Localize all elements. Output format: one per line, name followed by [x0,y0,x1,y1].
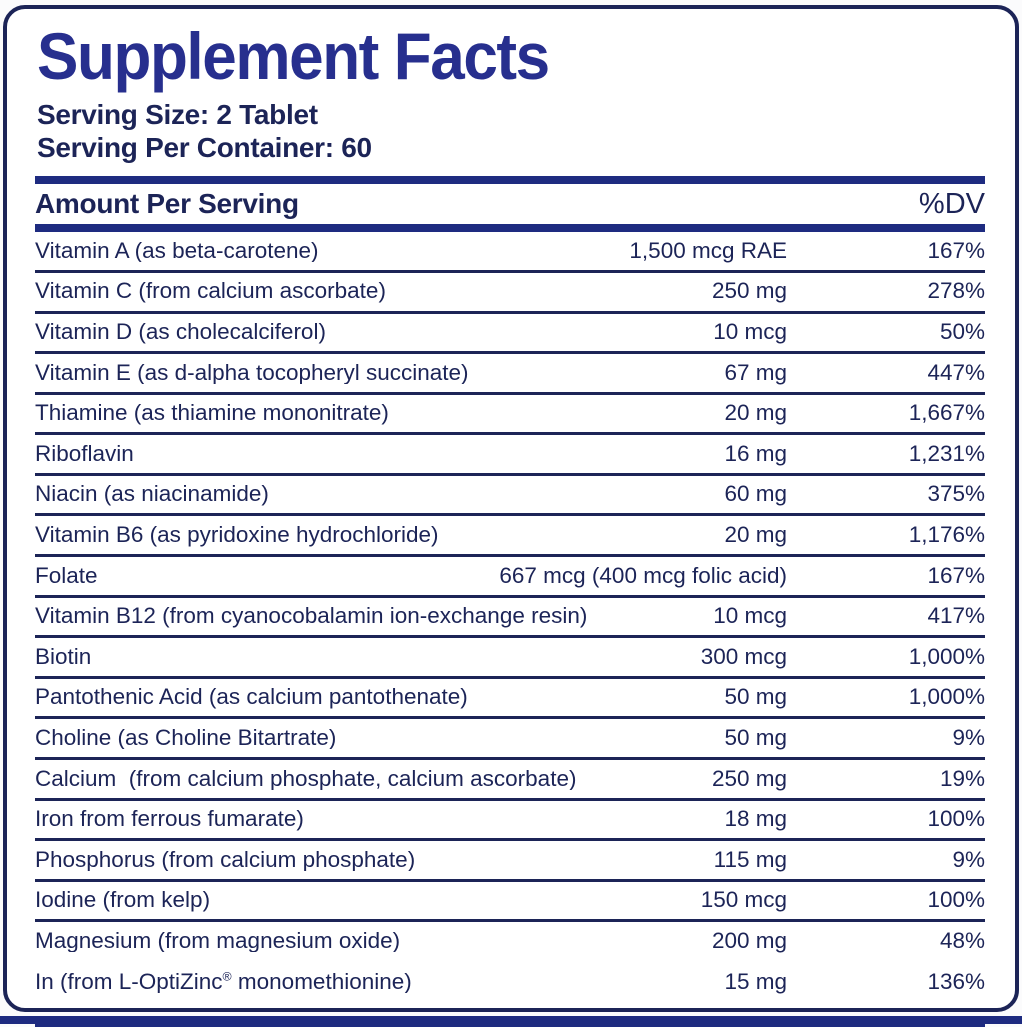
nutrient-name: Magnesium (from magnesium oxide) [35,929,401,953]
servings-per-container: Serving Per Container: 60 [37,132,372,164]
nutrient-amount: 20 mg [724,400,787,426]
nutrient-name: Folate [35,564,98,588]
supplement-facts-panel: Supplement Facts Serving Size: 2 Tablet … [3,5,1019,1027]
nutrient-row: Riboflavin 16 mg 1,231% [35,435,985,476]
nutrient-row: In (from L-OptiZinc® monomethionine) 15 … [35,963,985,1004]
nutrient-row: Vitamin B6 (as pyridoxine hydrochloride)… [35,516,985,558]
nutrient-dv: 48% [939,927,985,953]
nutrient-amount: 10 mcg [713,319,787,345]
nutrient-name: In (from L-OptiZinc® monomethionine) [35,970,412,994]
nutrient-name: Calcium (from calcium phosphate, calcium… [35,767,577,791]
nutrient-name: Niacin (as niacinamide) [35,483,269,506]
nutrient-row: Vitamin D (as cholecalciferol) 10 mcg 50… [35,314,985,355]
nutrient-name: Thiamine (as thiamine mononitrate) [35,402,389,425]
nutrient-table: Vitamin A (as beta-carotene) 1,500 mcg R… [35,232,985,1003]
nutrient-row: Iodine (from kelp) 150 mcg 100% [35,882,985,923]
nutrient-name: Iron from ferrous fumarate) [35,808,304,831]
nutrient-name: Pantothenic Acid (as calcium pantothenat… [35,686,468,709]
nutrient-amount: 50 mg [724,684,787,710]
nutrient-row: Calcium (from calcium phosphate, calcium… [35,760,985,801]
nutrient-dv: 1,231% [908,440,985,466]
nutrient-row: Vitamin A (as beta-carotene) 1,500 mcg R… [35,232,985,273]
nutrient-name: Vitamin D (as cholecalciferol) [35,321,326,344]
nutrient-amount: 250 mg [711,278,787,304]
nutrient-dv: 447% [927,359,985,385]
nutrient-name: Vitamin A (as beta-carotene) [35,239,319,263]
nutrient-dv: 19% [939,765,985,791]
nutrient-amount: 150 mcg [700,887,787,913]
header-bottom-bar [35,224,985,233]
nutrient-row: Pantothenic Acid (as calcium pantothenat… [35,679,985,720]
nutrient-dv: 1,000% [908,684,985,710]
nutrient-name: Iodine (from kelp) [35,889,211,912]
nutrient-name: Choline (as Choline Bitartrate) [35,726,337,750]
nutrient-amount: 300 mcg [700,643,787,669]
nutrient-dv: 100% [927,887,985,913]
nutrient-name: Phosphorus (from calcium phosphate) [35,848,416,872]
nutrient-dv: 100% [927,806,985,832]
nutrient-dv: 167% [927,237,985,263]
nutrient-row: Magnesium (from magnesium oxide) 200 mg … [35,922,985,963]
nutrient-row: Phosphorus (from calcium phosphate) 115 … [35,841,985,882]
nutrient-amount: 250 mg [711,765,787,791]
nutrient-amount: 200 mg [711,927,787,953]
nutrient-amount: 67 mg [724,359,787,385]
nutrient-row: Biotin 300 mcg 1,000% [35,638,985,679]
nutrient-row: Choline (as Choline Bitartrate) 50 mg 9% [35,719,985,761]
nutrient-name: Vitamin C (from calcium ascorbate) [35,280,386,303]
nutrient-name: Vitamin B6 (as pyridoxine hydrochloride) [35,524,439,547]
nutrient-dv: 9% [952,846,985,872]
nutrient-row: Iron from ferrous fumarate) 18 mg 100% [35,801,985,842]
nutrient-dv: 50% [939,319,985,345]
nutrient-dv: 1,000% [908,643,985,669]
nutrient-name: Vitamin B12 (from cyanocobalamin ion-exc… [35,605,588,628]
nutrient-dv: 417% [927,603,985,629]
amount-per-serving-header: Amount Per Serving [35,188,299,220]
nutrient-amount: 15 mg [724,968,787,994]
nutrient-row: Niacin (as niacinamide) 60 mg 375% [35,476,985,517]
nutrient-dv: 9% [952,724,985,750]
nutrient-dv: 375% [927,481,985,507]
serving-size: Serving Size: 2 Tablet [37,99,318,131]
nutrient-dv: 1,667% [908,400,985,426]
nutrient-amount: 18 mg [724,806,787,832]
nutrient-amount: 20 mg [724,522,787,548]
nutrient-amount: 60 mg [724,481,787,507]
nutrient-amount: 115 mg [713,846,787,872]
nutrient-amount: 16 mg [724,440,787,466]
nutrient-amount: 667 mcg (400 mcg folic acid) [499,562,787,588]
nutrient-row: Thiamine (as thiamine mononitrate) 20 mg… [35,395,985,436]
nutrient-dv: 167% [927,562,985,588]
nutrient-name: Vitamin E (as d-alpha tocopheryl succina… [35,361,469,385]
table-header-row: Amount Per Serving %DV [35,184,985,224]
nutrient-amount: 50 mg [724,724,787,750]
nutrient-dv: 1,176% [908,522,985,548]
nutrient-row: Folate 667 mcg (400 mcg folic acid) 167% [35,557,985,598]
nutrient-name: Biotin [35,645,92,669]
dv-header: %DV [918,187,985,220]
nutrient-name: Riboflavin [35,442,134,466]
nutrient-row: Vitamin B12 (from cyanocobalamin ion-exc… [35,598,985,639]
page-bottom-strip [0,1016,1022,1024]
nutrient-row: Vitamin E (as d-alpha tocopheryl succina… [35,354,985,395]
header-top-bar [35,176,985,185]
nutrient-row: Vitamin C (from calcium ascorbate) 250 m… [35,273,985,314]
label-title: Supplement Facts [37,19,550,93]
nutrient-dv: 136% [927,968,985,994]
nutrient-amount: 10 mcg [713,603,787,629]
nutrient-amount: 1,500 mcg RAE [629,237,787,263]
nutrient-dv: 278% [927,278,985,304]
